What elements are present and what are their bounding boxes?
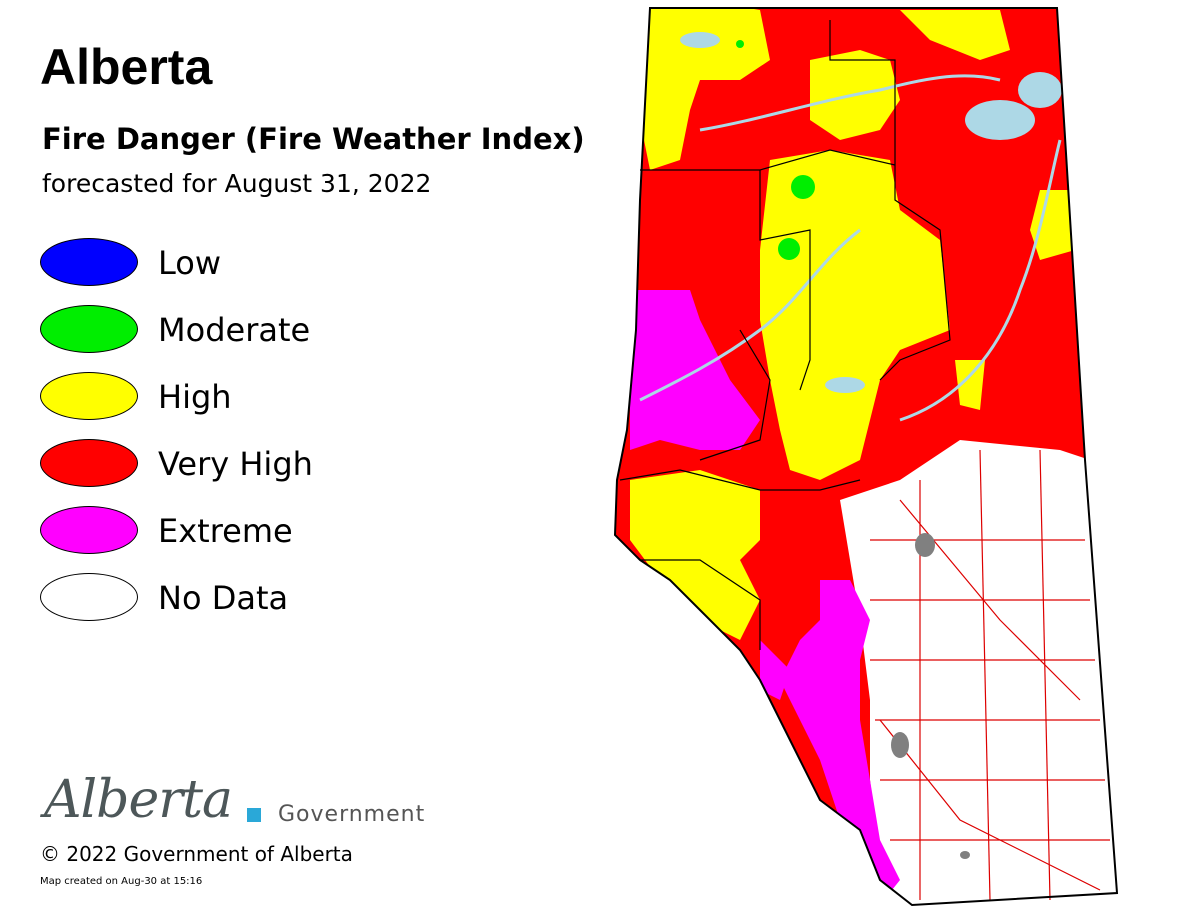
zone-moderate-1 bbox=[791, 175, 815, 199]
legend-swatch-very-high bbox=[40, 439, 138, 487]
map-title: Alberta bbox=[40, 39, 213, 95]
road bbox=[979, 449, 991, 901]
boundary-line bbox=[619, 469, 861, 491]
legend-swatch-moderate bbox=[40, 305, 138, 353]
legend-swatch-no-data bbox=[40, 573, 138, 621]
legend-label-extreme: Extreme bbox=[158, 512, 293, 550]
zone-moderate-2 bbox=[778, 238, 800, 260]
zone-extreme-foothills bbox=[760, 640, 790, 700]
map-subtitle: Fire Danger (Fire Weather Index) bbox=[42, 122, 585, 156]
zone-high-east bbox=[1030, 190, 1075, 260]
zone-high-east-mid bbox=[955, 360, 985, 410]
urban-area bbox=[915, 533, 935, 557]
zone-high-ne-top bbox=[900, 10, 1010, 60]
alberta-wordmark: Alberta bbox=[44, 770, 233, 830]
legend-label-very-high: Very High bbox=[158, 445, 313, 483]
zone-high-central bbox=[760, 150, 950, 480]
zone-no-data bbox=[840, 440, 1117, 905]
region-boundaries bbox=[619, 20, 951, 650]
legend-label-low: Low bbox=[158, 244, 222, 282]
map-created-text: Map created on Aug-30 at 15:16 bbox=[40, 876, 203, 887]
urban-areas bbox=[891, 533, 970, 859]
legend-item-no-data: No Data bbox=[40, 573, 460, 627]
legend-swatch-high bbox=[40, 372, 138, 420]
legend-item-low: Low bbox=[40, 238, 460, 292]
zone-extreme-southwest bbox=[780, 580, 900, 905]
water-body bbox=[965, 100, 1035, 140]
boundary-line bbox=[759, 170, 811, 391]
river bbox=[639, 228, 861, 402]
legend-item-very-high: Very High bbox=[40, 439, 460, 493]
boundary-line bbox=[640, 149, 896, 171]
legend-item-moderate: Moderate bbox=[40, 305, 460, 359]
legend-swatch-low bbox=[40, 238, 138, 286]
legend-label-no-data: No Data bbox=[158, 579, 289, 617]
river bbox=[699, 74, 1001, 132]
water-body bbox=[680, 32, 720, 48]
zone-high-southwest bbox=[630, 470, 760, 640]
water-body bbox=[825, 377, 865, 393]
legend-label-high: High bbox=[158, 378, 232, 416]
legend-swatch-extreme bbox=[40, 506, 138, 554]
boundary-line bbox=[640, 559, 761, 650]
forecast-date: forecasted for August 31, 2022 bbox=[42, 169, 432, 198]
water-body bbox=[1018, 72, 1062, 108]
zone-moderate-3 bbox=[736, 40, 744, 48]
logo-government-text: Government bbox=[278, 802, 426, 827]
legend-label-moderate: Moderate bbox=[158, 311, 311, 349]
logo-accent-square bbox=[247, 808, 261, 822]
boundary-line bbox=[829, 20, 951, 381]
legend-item-extreme: Extreme bbox=[40, 506, 460, 560]
road bbox=[1039, 449, 1051, 901]
water-bodies bbox=[639, 32, 1062, 422]
province-outline bbox=[613, 7, 1119, 907]
river bbox=[899, 139, 1062, 422]
copyright-text: © 2022 Government of Alberta bbox=[40, 842, 353, 866]
urban-area bbox=[960, 851, 970, 859]
boundary-line bbox=[699, 329, 771, 461]
government-logo: Alberta Government bbox=[40, 770, 460, 840]
urban-area bbox=[891, 732, 909, 758]
legend-item-high: High bbox=[40, 372, 460, 426]
